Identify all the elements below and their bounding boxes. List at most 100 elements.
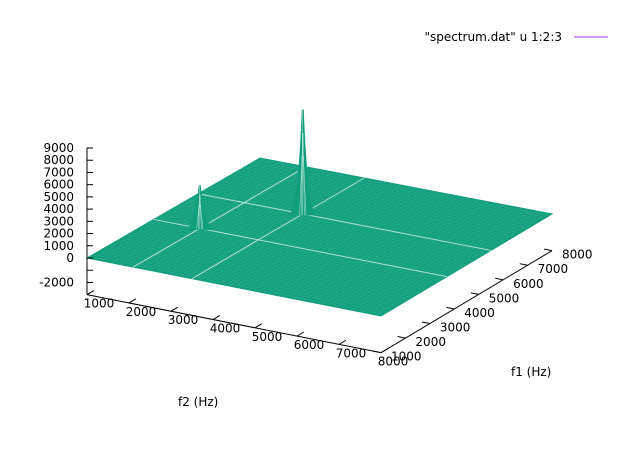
y-tick-label: 3000	[440, 321, 471, 335]
mesh-line	[170, 173, 343, 275]
z-axis-ticks: -2000 01000200030004000500060007000800090…	[39, 141, 93, 289]
mesh-line	[263, 191, 436, 294]
mesh-line	[292, 196, 465, 299]
x-tick-label: 4000	[210, 322, 241, 336]
x-axis-label: f2 (Hz)	[178, 395, 218, 409]
mesh-line	[179, 175, 353, 277]
mesh-line	[287, 196, 460, 298]
mesh-line	[135, 167, 309, 268]
mesh-line	[277, 194, 450, 296]
mesh-line	[341, 206, 514, 309]
mesh-line	[228, 184, 402, 287]
mesh-line	[375, 212, 548, 316]
x-tick	[170, 306, 179, 312]
z-tick-label: 0	[66, 251, 74, 265]
z-tick-label: -2000	[39, 275, 74, 289]
mesh-line	[297, 197, 470, 300]
mesh-line	[243, 187, 416, 290]
mesh-line	[96, 159, 270, 261]
x-tick-label: 2000	[126, 305, 157, 319]
peaks-layer	[184, 109, 318, 230]
y-tick-label: 2000	[415, 335, 446, 349]
z-tick-label: 6000	[43, 178, 74, 192]
mesh-line	[317, 201, 489, 304]
mesh-line	[312, 200, 484, 303]
x-tick-label: 3000	[168, 313, 199, 327]
mesh-line	[336, 205, 509, 308]
y-tick	[421, 321, 430, 325]
mesh-line	[282, 195, 455, 297]
surface-mesh	[85, 157, 554, 317]
peak-mesh-line	[200, 204, 204, 230]
mesh-line	[101, 160, 275, 262]
z-tick-label: 2000	[43, 227, 74, 241]
x-tick-label: 7000	[336, 346, 367, 360]
mesh-line	[184, 176, 358, 278]
y-tick-label: 6000	[513, 277, 544, 291]
y-tick-label: 5000	[489, 291, 520, 305]
mesh-line	[322, 202, 494, 305]
z-tick-label: 1000	[43, 239, 74, 253]
mesh-line	[214, 182, 387, 284]
z-tick-label: 8000	[43, 153, 74, 167]
ridge-line	[132, 166, 307, 268]
mesh-line	[366, 210, 538, 314]
mesh-line	[326, 203, 499, 306]
mesh-line	[351, 208, 523, 311]
mesh-line	[356, 209, 528, 312]
ridge-line	[198, 193, 492, 251]
x-tick	[86, 290, 95, 296]
mesh-line	[91, 158, 265, 260]
y-tick	[373, 350, 382, 354]
y-axis-line	[380, 250, 553, 354]
mesh-line	[224, 183, 397, 286]
peak-mesh-line	[303, 155, 307, 215]
legend-label: "spectrum.dat" u 1:2:3	[424, 30, 562, 44]
mesh-line	[175, 174, 348, 276]
mesh-line	[258, 190, 431, 293]
mesh-line	[204, 180, 377, 282]
x-tick	[338, 339, 347, 345]
mesh-line	[130, 166, 304, 267]
ridge-line	[191, 177, 365, 280]
y-tick	[470, 292, 479, 295]
mesh-line	[106, 161, 280, 263]
z-tick-label: 5000	[43, 190, 74, 204]
mesh-line	[307, 199, 480, 302]
peak-mesh-line	[302, 132, 305, 215]
mesh-line	[361, 210, 533, 313]
z-tick-label: 9000	[43, 141, 74, 155]
z-tick-label: 7000	[43, 165, 74, 179]
x-tick-label: 1000	[84, 297, 115, 311]
y-tick	[495, 277, 504, 281]
mesh-line	[121, 164, 295, 265]
x-tick-label: 5000	[252, 330, 283, 344]
mesh-line	[238, 186, 411, 289]
x-axis-ticks: 1000 2000 3000 4000 5000 6000 7000 8000	[84, 290, 408, 369]
mesh-line	[194, 178, 368, 280]
mesh-line	[219, 182, 392, 285]
z-tick-label: 3000	[43, 214, 74, 228]
y-tick	[397, 336, 406, 339]
mesh-line	[189, 177, 363, 279]
x-tick	[128, 298, 137, 304]
mesh-line	[145, 168, 319, 270]
x-tick-label: 6000	[294, 338, 325, 352]
z-tick-label: 4000	[43, 202, 74, 216]
mesh-line	[346, 207, 519, 310]
mesh-line	[209, 181, 382, 283]
y-axis-label: f1 (Hz)	[511, 365, 551, 379]
mesh-line	[371, 211, 543, 315]
peak-mesh-line	[197, 195, 200, 230]
x-tick	[212, 314, 221, 320]
mesh-line	[268, 192, 441, 294]
mesh-line	[233, 185, 407, 288]
mesh-line	[331, 204, 504, 307]
peak-mesh-line	[199, 195, 202, 230]
mesh-line	[302, 198, 475, 301]
y-tick-label: 1000	[391, 350, 422, 364]
y-tick-label: 7000	[538, 262, 569, 276]
y-tick	[519, 263, 528, 266]
